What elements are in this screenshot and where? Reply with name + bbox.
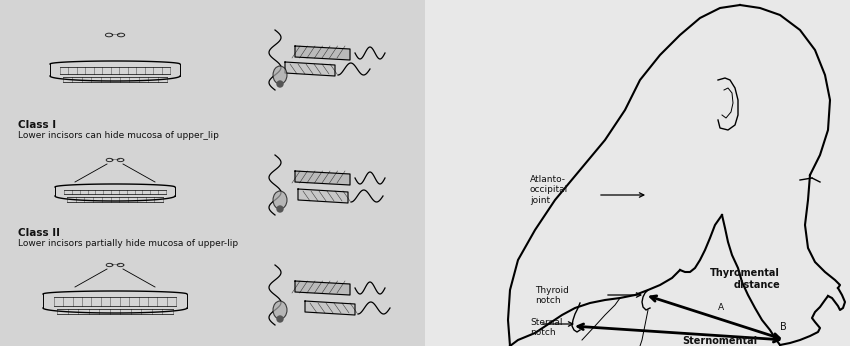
Polygon shape [298, 189, 348, 203]
Ellipse shape [273, 301, 287, 319]
Text: Class I: Class I [18, 120, 56, 130]
Text: B: B [780, 322, 787, 332]
Circle shape [277, 316, 283, 322]
FancyBboxPatch shape [0, 0, 425, 346]
Text: Thyromental
distance: Thyromental distance [710, 268, 780, 290]
Text: Lower incisors can hide mucosa of upper_lip: Lower incisors can hide mucosa of upper_… [18, 131, 218, 140]
Text: Sternal
notch: Sternal notch [530, 318, 563, 337]
Text: Sternomental: Sternomental [683, 336, 757, 346]
Ellipse shape [273, 66, 287, 84]
FancyBboxPatch shape [425, 0, 850, 346]
Text: Thyroid
notch: Thyroid notch [535, 286, 569, 306]
Text: Lower incisors partially hide mucosa of upper-lip: Lower incisors partially hide mucosa of … [18, 239, 238, 248]
Polygon shape [285, 62, 335, 76]
Polygon shape [295, 171, 350, 185]
Polygon shape [295, 46, 350, 60]
Text: Class II: Class II [18, 228, 60, 238]
Polygon shape [295, 281, 350, 295]
Ellipse shape [273, 191, 287, 209]
Polygon shape [305, 301, 355, 315]
Circle shape [277, 81, 283, 87]
Text: Atlanto-
occipital
joint: Atlanto- occipital joint [530, 175, 569, 205]
Text: A: A [718, 303, 724, 312]
Circle shape [277, 206, 283, 212]
